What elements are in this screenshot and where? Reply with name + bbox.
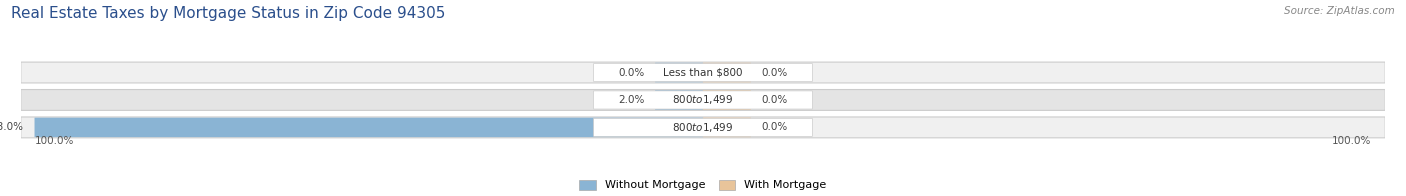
Text: 100.0%: 100.0% <box>35 136 75 146</box>
Text: 100.0%: 100.0% <box>1331 136 1371 146</box>
Text: 0.0%: 0.0% <box>762 67 787 78</box>
Text: $800 to $1,499: $800 to $1,499 <box>672 121 734 134</box>
Legend: Without Mortgage, With Mortgage: Without Mortgage, With Mortgage <box>575 175 831 195</box>
FancyBboxPatch shape <box>703 118 751 137</box>
FancyBboxPatch shape <box>655 90 703 110</box>
FancyBboxPatch shape <box>593 118 813 136</box>
Text: Source: ZipAtlas.com: Source: ZipAtlas.com <box>1284 6 1395 16</box>
Text: 98.0%: 98.0% <box>0 122 24 132</box>
Text: 0.0%: 0.0% <box>762 122 787 132</box>
FancyBboxPatch shape <box>21 62 1385 83</box>
FancyBboxPatch shape <box>593 64 813 82</box>
Text: 0.0%: 0.0% <box>762 95 787 105</box>
FancyBboxPatch shape <box>703 63 751 82</box>
FancyBboxPatch shape <box>655 63 703 82</box>
Text: 0.0%: 0.0% <box>619 67 644 78</box>
Text: Less than $800: Less than $800 <box>664 67 742 78</box>
FancyBboxPatch shape <box>21 90 1385 110</box>
FancyBboxPatch shape <box>35 118 703 137</box>
FancyBboxPatch shape <box>593 91 813 109</box>
Text: Real Estate Taxes by Mortgage Status in Zip Code 94305: Real Estate Taxes by Mortgage Status in … <box>11 6 446 21</box>
Text: 2.0%: 2.0% <box>619 95 644 105</box>
Text: $800 to $1,499: $800 to $1,499 <box>672 93 734 106</box>
FancyBboxPatch shape <box>21 117 1385 138</box>
FancyBboxPatch shape <box>703 90 751 110</box>
